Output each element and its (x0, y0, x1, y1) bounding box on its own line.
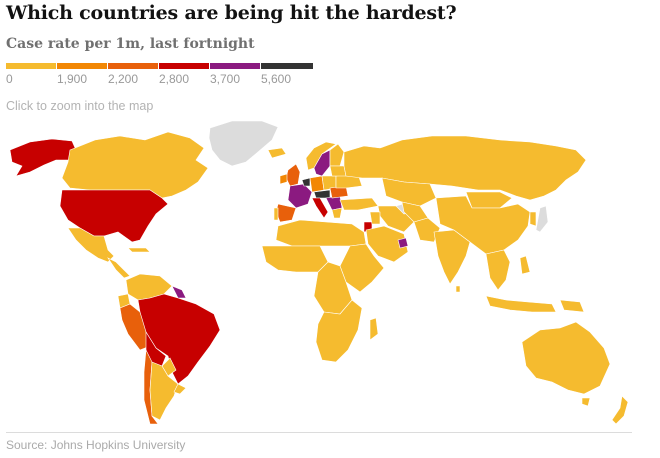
finland[interactable] (329, 143, 345, 167)
balkans[interactable] (325, 195, 343, 211)
greenland[interactable] (208, 120, 279, 167)
chart-title: Which countries are being hit the hardes… (6, 2, 457, 24)
kazakhstan[interactable] (381, 177, 437, 207)
central-america[interactable] (107, 257, 131, 279)
italy[interactable] (311, 197, 329, 219)
turkey[interactable] (339, 197, 379, 211)
canada[interactable] (61, 131, 209, 199)
zoom-hint: Click to zoom into the map (6, 99, 154, 113)
legend-bin-4 (210, 63, 260, 69)
ireland[interactable] (279, 173, 288, 185)
iraq[interactable] (369, 211, 381, 225)
north-africa[interactable] (275, 219, 367, 247)
source-credit: Source: Johns Hopkins University (6, 438, 186, 452)
footer-divider (6, 432, 632, 433)
germany[interactable] (309, 175, 325, 193)
guianas[interactable] (171, 285, 187, 299)
legend-bin-3 (159, 63, 209, 69)
legend-label-4: 3,700 (210, 72, 241, 86)
portugal[interactable] (273, 207, 279, 221)
iceland[interactable] (267, 147, 287, 159)
new-zealand[interactable] (611, 395, 629, 425)
legend-bin-5 (261, 63, 313, 69)
belarus-baltics[interactable] (329, 165, 347, 177)
legend-label-2: 2,200 (108, 72, 139, 86)
indonesia[interactable] (485, 295, 557, 313)
norway[interactable] (305, 141, 337, 171)
greece[interactable] (331, 207, 343, 219)
united-kingdom[interactable] (285, 163, 301, 187)
spain[interactable] (275, 203, 297, 223)
gulf-states[interactable] (397, 237, 409, 249)
west-africa[interactable] (261, 245, 329, 273)
china[interactable] (435, 195, 531, 255)
chart-subtitle: Case rate per 1m, last fortnight (6, 36, 255, 52)
saudi-arabia[interactable] (365, 225, 409, 263)
mexico[interactable] (67, 227, 115, 263)
southeast-asia[interactable] (485, 249, 511, 291)
legend-bin-0 (6, 63, 56, 69)
legend-label-3: 2,800 (159, 72, 190, 86)
color-legend: 0 1,900 2,200 2,800 3,700 5,600 (6, 63, 316, 89)
korea[interactable] (529, 211, 537, 227)
legend-bin-1 (57, 63, 107, 69)
australia[interactable] (521, 321, 611, 395)
madagascar[interactable] (369, 317, 379, 341)
papua-new-guinea[interactable] (559, 299, 585, 313)
sri-lanka[interactable] (455, 285, 461, 293)
japan[interactable] (535, 205, 549, 233)
alaska[interactable] (9, 138, 77, 177)
legend-label-5: 5,600 (261, 72, 292, 86)
legend-bin-2 (108, 63, 158, 69)
uruguay[interactable] (173, 383, 187, 395)
russia[interactable] (343, 135, 587, 201)
southern-africa[interactable] (315, 299, 363, 363)
cuba[interactable] (127, 247, 151, 253)
tasmania[interactable] (581, 397, 591, 407)
benelux[interactable] (301, 177, 311, 187)
legend-label-0: 0 (6, 72, 13, 86)
legend-label-1: 1,900 (57, 72, 88, 86)
france[interactable] (287, 183, 313, 209)
argentina[interactable] (149, 361, 179, 421)
united-states[interactable] (59, 189, 169, 243)
mongolia[interactable] (465, 191, 513, 209)
philippines[interactable] (519, 255, 531, 275)
world-map[interactable] (0, 112, 660, 427)
